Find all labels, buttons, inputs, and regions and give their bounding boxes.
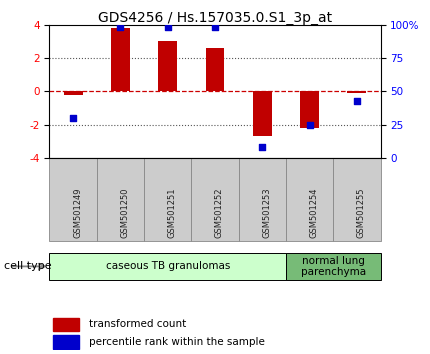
FancyBboxPatch shape — [286, 253, 381, 280]
Text: GSM501250: GSM501250 — [120, 187, 129, 238]
Point — [70, 115, 77, 121]
Text: transformed count: transformed count — [89, 319, 187, 329]
Point — [353, 98, 360, 103]
Bar — [53, 335, 79, 349]
Text: caseous TB granulomas: caseous TB granulomas — [105, 261, 230, 272]
FancyBboxPatch shape — [144, 158, 191, 241]
Text: cell type: cell type — [4, 261, 52, 272]
Text: GSM501255: GSM501255 — [357, 187, 366, 238]
Text: GSM501252: GSM501252 — [215, 187, 224, 238]
Text: percentile rank within the sample: percentile rank within the sample — [89, 337, 265, 347]
Bar — [158, 41, 177, 91]
Text: normal lung
parenchyma: normal lung parenchyma — [301, 256, 366, 277]
Point — [164, 25, 171, 30]
Point — [212, 25, 218, 30]
FancyBboxPatch shape — [333, 158, 381, 241]
FancyBboxPatch shape — [191, 158, 239, 241]
FancyBboxPatch shape — [239, 158, 286, 241]
Point — [259, 144, 266, 150]
FancyBboxPatch shape — [49, 158, 97, 241]
Text: GDS4256 / Hs.157035.0.S1_3p_at: GDS4256 / Hs.157035.0.S1_3p_at — [98, 11, 332, 25]
Bar — [206, 48, 224, 91]
Text: GSM501253: GSM501253 — [262, 187, 271, 238]
Bar — [347, 91, 366, 93]
FancyBboxPatch shape — [97, 158, 144, 241]
Text: GSM501251: GSM501251 — [168, 187, 177, 238]
Text: GSM501254: GSM501254 — [310, 187, 319, 238]
Bar — [253, 91, 272, 136]
Text: GSM501249: GSM501249 — [73, 187, 82, 238]
Bar — [300, 91, 319, 128]
Bar — [53, 318, 79, 331]
FancyBboxPatch shape — [49, 253, 286, 280]
Point — [306, 122, 313, 127]
FancyBboxPatch shape — [286, 158, 333, 241]
Bar — [111, 28, 130, 91]
Point — [117, 25, 124, 30]
Bar — [64, 91, 83, 95]
